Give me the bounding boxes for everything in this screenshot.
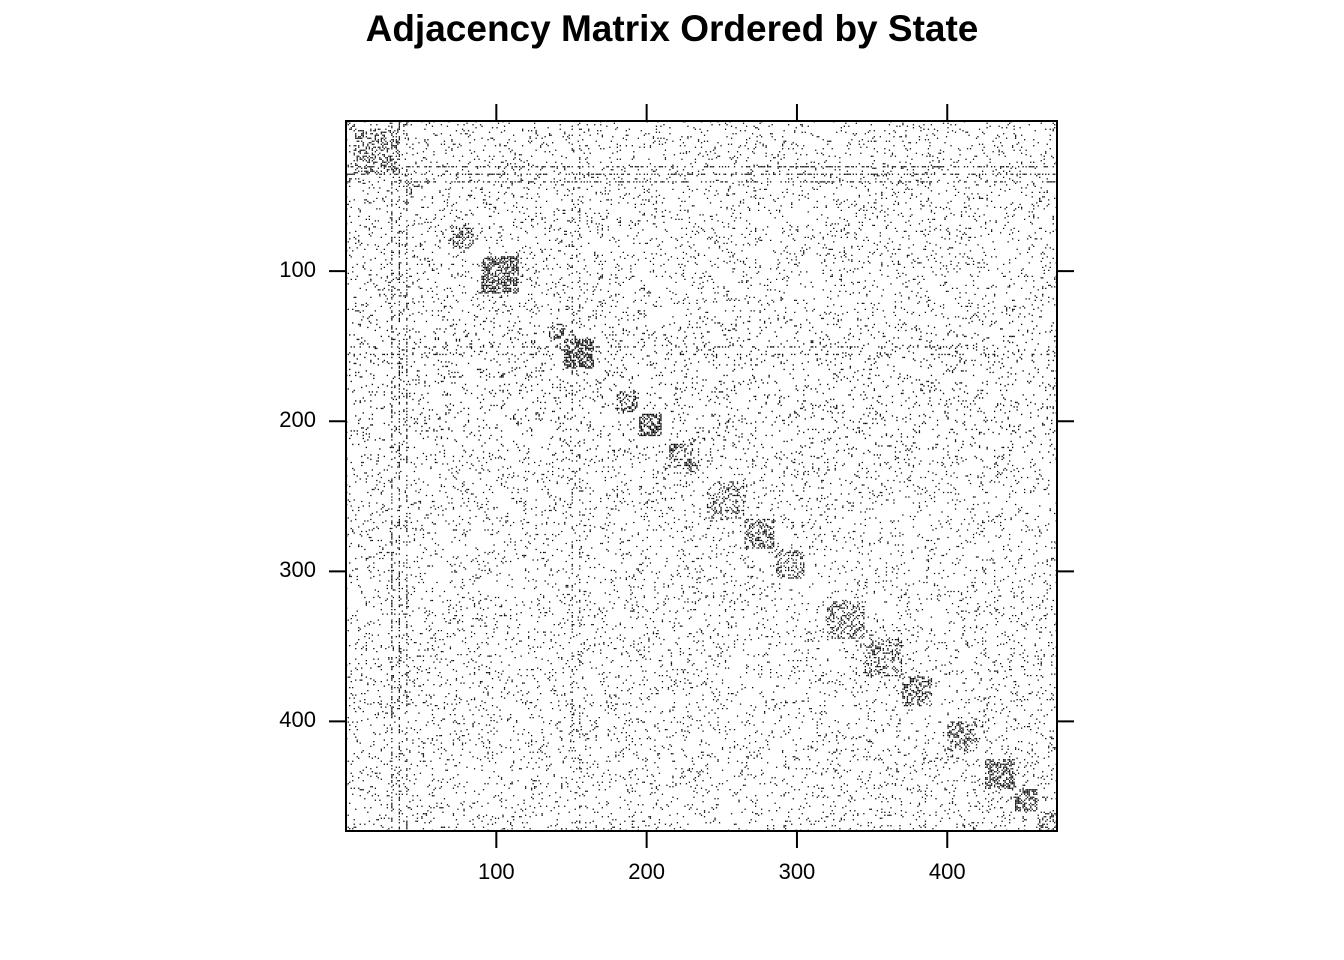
x-tick-label: 400 bbox=[929, 859, 966, 884]
y-tick-label: 300 bbox=[279, 557, 316, 582]
x-tick-label: 300 bbox=[779, 859, 816, 884]
y-tick-label: 200 bbox=[279, 407, 316, 432]
matrix-cells bbox=[346, 121, 1057, 831]
plot-frame bbox=[345, 120, 1058, 832]
y-tick-label: 100 bbox=[279, 257, 316, 282]
x-tick-label: 200 bbox=[628, 859, 665, 884]
adjacency-dots bbox=[346, 121, 1057, 831]
chart-title: Adjacency Matrix Ordered by State bbox=[365, 8, 979, 49]
y-tick-label: 400 bbox=[279, 707, 316, 732]
x-tick-label: 100 bbox=[478, 859, 515, 884]
axes: 100 200 300 400 100 200 300 400 bbox=[279, 104, 1074, 884]
